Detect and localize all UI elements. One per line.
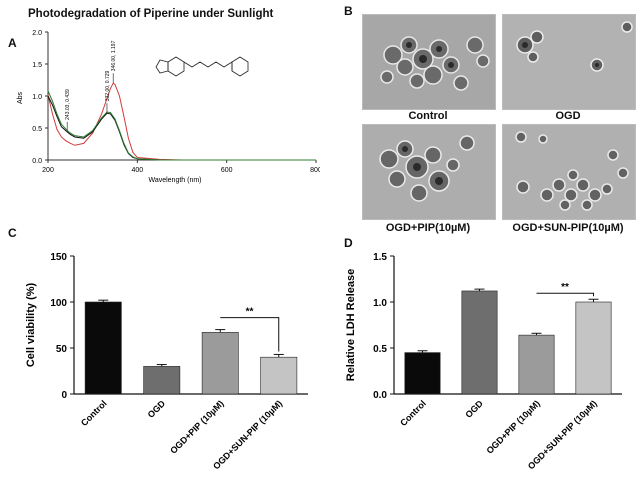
x-tick-label: 400: [131, 167, 143, 174]
spectrum-chart-title: Photodegradation of Piperine under Sunli…: [28, 8, 274, 20]
ldh-release-chart: 0.0 0.5 1.0 1.5 Relative LDH Release Control O…: [345, 252, 622, 471]
bar: [260, 356, 298, 395]
y-tick-label: 0: [61, 390, 67, 401]
absorbance-spectrum-chart: 0.0 0.5 1.0 1.5 2.0 200 400 600 800 Wavelength (n…: [17, 30, 320, 184]
bar: [404, 352, 441, 395]
y-tick-label: 2.0: [32, 30, 42, 37]
peak-annotation: 332.00, 0.729: [105, 70, 111, 101]
micrograph-ogd-pip: [362, 124, 496, 220]
dioxole-ring: [155, 59, 169, 74]
caption-ogd: OGD: [555, 110, 581, 122]
caption-ogd-pip: OGD+PIP(10µM): [385, 222, 471, 234]
cell-cluster-image: [503, 125, 635, 219]
y-tick-label: 1.0: [32, 94, 42, 101]
y-tick-label: 0.5: [32, 126, 42, 133]
micrograph-ogd-sun-pip: [502, 124, 636, 220]
x-tick-label: 800: [310, 167, 320, 174]
y-axis-label: Cell viability (%): [25, 282, 37, 367]
y-axis-label: Abs: [17, 91, 24, 104]
peak-annotation: 243.03, 0.439: [65, 89, 71, 120]
diene-chain: [183, 61, 233, 68]
y-axis-label: Relative LDH Release: [345, 269, 357, 382]
y-tick-label: 150: [50, 252, 67, 263]
bar: [518, 334, 555, 395]
y-tick-label: 0.0: [373, 390, 387, 401]
spectrum-line: [47, 82, 316, 161]
bar: [461, 290, 498, 395]
bar: [575, 301, 612, 395]
x-tick-label: Control: [398, 398, 428, 428]
x-tick-label: 600: [221, 167, 233, 174]
y-tick-label: 100: [50, 298, 67, 309]
caption-ogd-sun-pip: OGD+SUN-PIP(10µM): [512, 222, 624, 234]
piperine-structure: [155, 56, 249, 77]
benzene-ring: [167, 56, 185, 77]
y-tick-label: 50: [56, 344, 68, 355]
cell-cluster-image: [363, 125, 495, 219]
panel-b-label: B: [344, 4, 353, 18]
panel-a-label: A: [8, 36, 17, 50]
x-tick-label: OGD: [146, 398, 168, 420]
significance-label: **: [561, 282, 569, 293]
significance-bracket: [220, 317, 280, 352]
y-tick-label: 0.5: [373, 344, 387, 355]
bar: [143, 366, 181, 395]
caption-control: Control: [408, 110, 448, 122]
x-tick-label: Control: [79, 398, 109, 428]
significance-bracket: [536, 292, 594, 297]
x-tick-label: OGD+PIP (10µM): [168, 398, 225, 455]
significance-label: **: [246, 307, 254, 318]
x-axis-label: Wavelength (nm): [148, 177, 201, 184]
y-tick-label: 1.5: [373, 252, 387, 263]
y-tick-label: 1.5: [32, 62, 42, 69]
x-tick-label: OGD: [463, 398, 485, 420]
y-tick-label: 1.0: [373, 298, 387, 309]
x-tick-label: OGD+PIP (10µM): [484, 398, 541, 455]
spectrum-line: [47, 90, 316, 161]
cell-cluster-image: [503, 15, 635, 109]
bar: [201, 332, 239, 395]
panel-d-label: D: [344, 236, 353, 250]
x-tick-label: OGD+SUN-PIP (10µM): [211, 398, 284, 471]
peak-annotation: 346.00, 1.197: [111, 40, 117, 71]
micrograph-ogd: [502, 14, 636, 110]
piperidine-ring: [231, 56, 249, 77]
bar: [84, 301, 122, 395]
panel-c-label: C: [8, 226, 17, 240]
cell-cluster-image: [363, 15, 495, 109]
micrograph-control: [362, 14, 496, 110]
spectrum-line: [47, 95, 316, 161]
y-tick-label: 0.0: [32, 158, 42, 165]
x-tick-label: 200: [42, 167, 54, 174]
